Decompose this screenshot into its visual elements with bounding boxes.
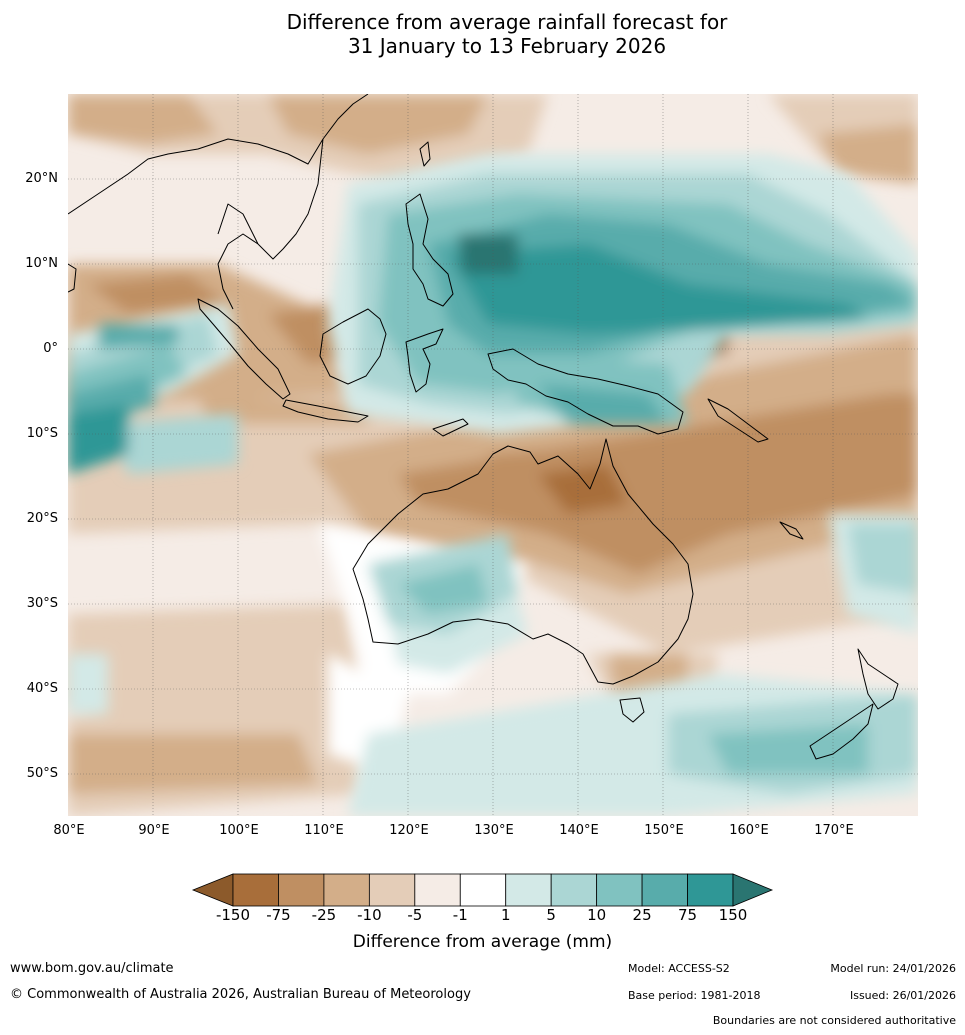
- coastlines: [68, 94, 899, 760]
- se-asia-coast: [68, 94, 369, 310]
- taiwan-coast: [419, 141, 431, 167]
- lat-label-30s: 30°S: [26, 596, 58, 611]
- sumatra-coast: [197, 298, 291, 400]
- model-run-text: Model run: 24/01/2026: [830, 962, 956, 975]
- lon-label-100e: 100°E: [219, 823, 259, 838]
- colorbar-bin-9: [641, 873, 688, 907]
- graticule: [68, 94, 918, 816]
- colorbar-tick-label: 5: [546, 906, 556, 924]
- lat-label-10s: 10°S: [26, 426, 58, 441]
- lat-label-20n: 20°N: [25, 171, 58, 186]
- new-zealand-north-coast: [857, 648, 899, 710]
- australia-coast: [352, 438, 694, 685]
- colorbar-tick-label: 10: [587, 906, 607, 924]
- colorbar-bin-3: [368, 873, 416, 907]
- colorbar-tick-label: -150: [215, 906, 251, 924]
- colorbar-bin-8: [596, 873, 643, 907]
- colorbar: [190, 873, 775, 907]
- lon-label-120e: 120°E: [389, 823, 429, 838]
- colorbar-tick-label: 1: [500, 906, 511, 924]
- java-coast: [282, 399, 369, 423]
- lon-label-80e: 80°E: [53, 823, 85, 838]
- sri-lanka-coast: [68, 263, 77, 293]
- lon-label-170e: 170°E: [814, 823, 854, 838]
- disclaimer-text: Boundaries are not considered authoritat…: [712, 1014, 956, 1027]
- philippines-coast: [405, 193, 454, 307]
- borneo-coast: [319, 308, 387, 385]
- colorbar-bin-10: [687, 873, 734, 907]
- colorbar-label: Difference from average (mm): [352, 932, 613, 952]
- sulawesi-coast: [405, 328, 444, 393]
- colorbar-tick-label: 75: [677, 906, 698, 924]
- colorbar-bin-5: [459, 873, 507, 907]
- lon-label-160e: 160°E: [729, 823, 769, 838]
- colorbar-tick-label: -75: [266, 906, 291, 924]
- rainfall-map: [68, 94, 918, 816]
- lat-label-50s: 50°S: [26, 766, 58, 781]
- lon-label-130e: 130°E: [474, 823, 514, 838]
- colorbar-tick-label: -1: [452, 906, 468, 924]
- colorbar-bin-2: [323, 873, 370, 907]
- colorbar-bin-4: [414, 873, 461, 907]
- colorbar-tick-label: 150: [718, 906, 748, 924]
- lat-label-20s: 20°S: [26, 511, 58, 526]
- lon-label-90e: 90°E: [138, 823, 170, 838]
- colorbar-extend-high: [732, 873, 774, 907]
- lat-label-40s: 40°S: [26, 681, 58, 696]
- colorbar-bin-1: [278, 873, 325, 907]
- colorbar-tick-label: 25: [632, 906, 652, 924]
- colorbar-bin-6: [505, 873, 552, 907]
- title-line-2: 31 January to 13 February 2026: [347, 34, 667, 58]
- model-text: Model: ACCESS-S2: [628, 962, 730, 975]
- colorbar-tick-label: -25: [311, 906, 337, 924]
- colorbar-svg: [191, 873, 774, 907]
- colorbar-bin-0: [232, 873, 279, 907]
- solomon-islands-coast: [707, 398, 769, 443]
- wet-field: [68, 154, 918, 816]
- base-period-text: Base period: 1981-2018: [628, 989, 761, 1002]
- website-link[interactable]: www.bom.gov.au/climate: [10, 961, 174, 976]
- new-zealand-south-coast: [809, 703, 874, 760]
- new-guinea-coast: [487, 348, 684, 435]
- colorbar-tick-label: -5: [407, 906, 423, 924]
- tasmania-coast: [619, 697, 645, 723]
- timor-coast: [432, 418, 469, 437]
- copyright-text: © Commonwealth of Australia 2026, Austra…: [10, 987, 471, 1002]
- new-caledonia-coast: [779, 521, 804, 540]
- colorbar-bin-7: [550, 873, 598, 907]
- lat-label-10n: 10°N: [25, 256, 58, 271]
- lon-label-110e: 110°E: [304, 823, 344, 838]
- issued-text: Issued: 26/01/2026: [849, 989, 956, 1002]
- chart-title: Difference from average rainfall forecas…: [0, 10, 965, 58]
- lat-label-0: 0°: [43, 341, 58, 356]
- colorbar-extend-low: [191, 873, 234, 907]
- lon-label-150e: 150°E: [644, 823, 684, 838]
- lon-label-140e: 140°E: [559, 823, 599, 838]
- colorbar-tick-label: -10: [357, 906, 382, 924]
- map-svg: [68, 94, 918, 816]
- title-line-1: Difference from average rainfall forecas…: [286, 10, 728, 34]
